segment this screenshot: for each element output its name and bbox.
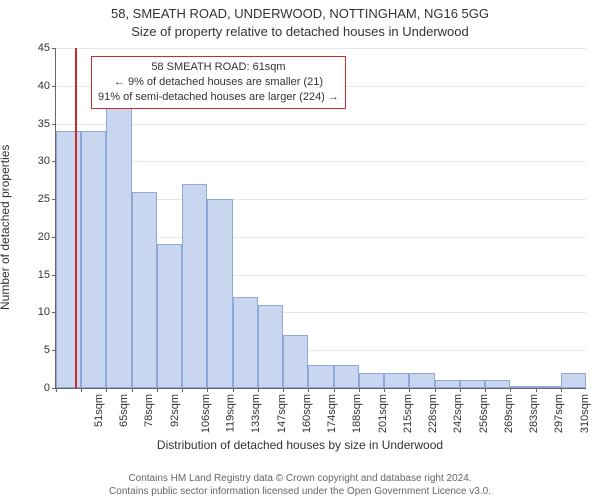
xtick-label: 174sqm [326, 394, 338, 433]
xtick-mark [258, 388, 259, 392]
ytick-mark [52, 124, 56, 125]
xtick-mark [485, 388, 486, 392]
xtick-label: 51sqm [93, 394, 105, 427]
histogram-bar [435, 380, 460, 388]
histogram-bar [207, 199, 232, 388]
histogram-bar [485, 380, 510, 388]
xtick-mark [132, 388, 133, 392]
gridline [56, 124, 586, 125]
info-line-3: 91% of semi-detached houses are larger (… [98, 90, 339, 105]
xtick-label: 297sqm [553, 394, 565, 433]
x-axis-label: Distribution of detached houses by size … [0, 438, 600, 452]
histogram-bar [233, 297, 258, 388]
xtick-mark [460, 388, 461, 392]
footer-line-2: Contains public sector information licen… [0, 486, 600, 499]
gridline [56, 48, 586, 49]
xtick-mark [334, 388, 335, 392]
histogram-bar [334, 365, 359, 388]
highlight-info-box: 58 SMEATH ROAD: 61sqm ← 9% of detached h… [91, 56, 346, 109]
ytick-mark [52, 86, 56, 87]
xtick-label: 78sqm [144, 394, 156, 427]
ytick-label: 10 [38, 306, 50, 318]
ytick-label: 5 [44, 344, 50, 356]
histogram-bar [536, 386, 561, 388]
histogram-bar [258, 305, 283, 388]
xtick-mark [536, 388, 537, 392]
xtick-label: 310sqm [579, 394, 591, 433]
xtick-mark [283, 388, 284, 392]
xtick-mark [435, 388, 436, 392]
histogram-bar [132, 192, 157, 388]
chart-title-line1: 58, SMEATH ROAD, UNDERWOOD, NOTTINGHAM, … [0, 6, 600, 21]
xtick-label: 65sqm [118, 394, 130, 427]
highlight-line [75, 48, 77, 388]
histogram-bar [384, 373, 409, 388]
xtick-mark [510, 388, 511, 392]
histogram-bar [56, 131, 81, 388]
histogram-bar [283, 335, 308, 388]
ytick-label: 30 [38, 155, 50, 167]
plot-area: 05101520253035404551sqm65sqm78sqm92sqm10… [55, 48, 586, 389]
xtick-label: 269sqm [503, 394, 515, 433]
histogram-bar [460, 380, 485, 388]
xtick-mark [308, 388, 309, 392]
footer-attribution: Contains HM Land Registry data © Crown c… [0, 473, 600, 498]
xtick-label: 160sqm [301, 394, 313, 433]
ytick-label: 0 [44, 382, 50, 394]
xtick-label: 147sqm [276, 394, 288, 433]
histogram-bar [510, 386, 535, 388]
xtick-label: 201sqm [377, 394, 389, 433]
xtick-label: 133sqm [251, 394, 263, 433]
xtick-mark [233, 388, 234, 392]
xtick-label: 256sqm [478, 394, 490, 433]
xtick-mark [157, 388, 158, 392]
xtick-label: 215sqm [402, 394, 414, 433]
ytick-label: 40 [38, 80, 50, 92]
xtick-mark [207, 388, 208, 392]
histogram-bar [359, 373, 384, 388]
info-line-1: 58 SMEATH ROAD: 61sqm [98, 60, 339, 75]
xtick-mark [409, 388, 410, 392]
xtick-label: 106sqm [200, 394, 212, 433]
xtick-mark [182, 388, 183, 392]
chart-title-line2: Size of property relative to detached ho… [0, 24, 600, 39]
xtick-label: 242sqm [452, 394, 464, 433]
xtick-mark [81, 388, 82, 392]
histogram-bar [561, 373, 586, 388]
histogram-bar [308, 365, 333, 388]
gridline [56, 161, 586, 162]
footer-line-1: Contains HM Land Registry data © Crown c… [0, 473, 600, 486]
xtick-mark [561, 388, 562, 392]
y-axis-label: Number of detached properties [0, 145, 12, 310]
xtick-label: 188sqm [352, 394, 364, 433]
ytick-label: 45 [38, 42, 50, 54]
xtick-mark [359, 388, 360, 392]
xtick-label: 92sqm [169, 394, 181, 427]
xtick-mark [106, 388, 107, 392]
histogram-bar [157, 244, 182, 388]
ytick-label: 35 [38, 118, 50, 130]
histogram-bar [106, 108, 131, 388]
ytick-label: 25 [38, 193, 50, 205]
histogram-bar [409, 373, 434, 388]
xtick-label: 119sqm [225, 394, 237, 432]
ytick-label: 20 [38, 231, 50, 243]
xtick-label: 228sqm [427, 394, 439, 433]
xtick-mark [384, 388, 385, 392]
ytick-label: 15 [38, 269, 50, 281]
histogram-bar [81, 131, 106, 388]
xtick-label: 283sqm [528, 394, 540, 433]
xtick-mark [56, 388, 57, 392]
histogram-bar [182, 184, 207, 388]
ytick-mark [52, 48, 56, 49]
info-line-2: ← 9% of detached houses are smaller (21) [98, 75, 339, 90]
